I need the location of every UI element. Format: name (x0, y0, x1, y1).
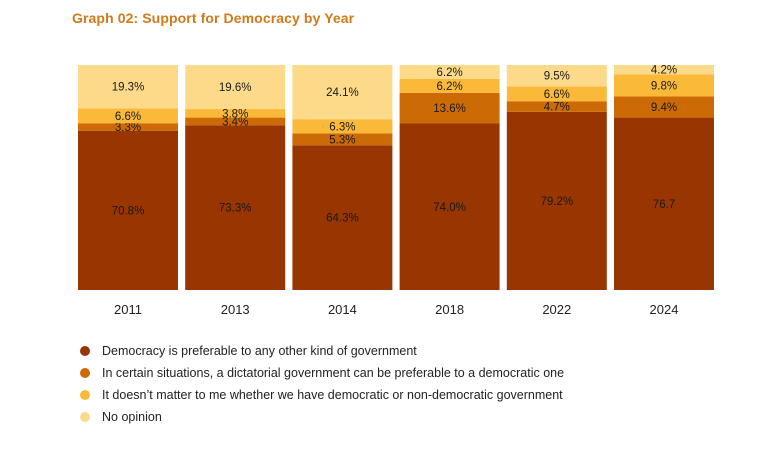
x-tick-label-2018: 2018 (435, 302, 464, 317)
bar-segment-2018-s0 (399, 123, 500, 290)
legend-label: It doesn’t matter to me whether we have … (102, 388, 563, 402)
bar-segment-2022-s0 (506, 111, 607, 290)
bar-segment-2022-s1 (506, 101, 607, 112)
x-tick-label-2014: 2014 (328, 302, 357, 317)
bar-segment-2022-s2 (506, 86, 607, 102)
legend-swatch (80, 368, 90, 378)
bar-segment-2018-s2 (399, 78, 500, 93)
data-label-2018-s1: 13.6% (433, 103, 466, 115)
data-label-2011-s1: 3.3% (115, 122, 141, 134)
x-tick-label-2022: 2022 (542, 302, 571, 317)
legend-item-democracy-preferable: Democracy is preferable to any other kin… (80, 340, 564, 362)
legend-label: In certain situations, a dictatorial gov… (102, 366, 565, 380)
data-label-2013-s3: 19.6% (219, 82, 252, 94)
legend-label: No opinion (102, 410, 162, 424)
data-label-2022-s1: 4.7% (544, 102, 570, 114)
bar-segment-2022-s3 (506, 65, 607, 87)
bar-segment-2014-s2 (292, 119, 393, 134)
data-label-2024-s1: 9.4% (651, 102, 677, 114)
bar-segment-2011-s3 (78, 65, 178, 109)
legend-item-dictatorial-preferable: In certain situations, a dictatorial gov… (80, 362, 564, 384)
bar-segment-2024-s3 (614, 65, 714, 75)
data-label-2014-s1: 5.3% (329, 134, 355, 146)
data-label-2024-s2: 9.8% (651, 80, 677, 92)
data-label-2014-s3: 24.1% (326, 87, 359, 99)
bar-segment-2013-s0 (185, 125, 286, 290)
data-label-2013-s2: 3.8% (222, 108, 248, 120)
bar-segment-2013-s3 (185, 65, 286, 110)
chart-title: Graph 02: Support for Democracy by Year (72, 10, 355, 26)
bar-segment-2011-s2 (78, 108, 178, 124)
legend: Democracy is preferable to any other kin… (80, 340, 564, 428)
legend-swatch (80, 390, 90, 400)
legend-label: Democracy is preferable to any other kin… (102, 344, 417, 358)
data-label-2022-s3: 9.5% (544, 71, 570, 83)
bar-segment-2024-s2 (614, 74, 714, 97)
bar-segment-2011-s1 (78, 123, 178, 131)
data-label-2013-s1: 3.4% (222, 116, 248, 128)
x-tick-label-2024: 2024 (650, 302, 679, 317)
data-label-2013-s0: 73.3% (219, 203, 252, 215)
data-label-2011-s0: 70.8% (112, 205, 145, 217)
bar-segment-2018-s1 (399, 92, 500, 124)
data-label-2011-s3: 19.3% (112, 82, 145, 94)
bar-segment-2014-s1 (292, 133, 393, 146)
legend-swatch (80, 346, 90, 356)
legend-swatch (80, 412, 90, 422)
x-tick-label-2013: 2013 (221, 302, 250, 317)
data-label-2022-s0: 79.2% (540, 196, 573, 208)
bar-segment-2018-s3 (399, 65, 500, 79)
data-label-2024-s0: 76.7 (653, 199, 675, 211)
data-label-2014-s0: 64.3% (326, 213, 359, 225)
data-label-2018-s2: 6.2% (436, 81, 462, 93)
data-label-2018-s0: 74.0% (433, 202, 466, 214)
bar-segment-2024-s0 (614, 117, 714, 290)
data-label-2018-s3: 6.2% (436, 67, 462, 79)
bar-segment-2013-s2 (185, 109, 286, 118)
data-label-2024-s3: 4.2% (651, 65, 677, 77)
bar-segment-2024-s1 (614, 96, 714, 118)
bar-segment-2014-s0 (292, 145, 393, 290)
data-label-2011-s2: 6.6% (115, 111, 141, 123)
legend-item-doesnt-matter: It doesn’t matter to me whether we have … (80, 384, 564, 406)
x-tick-label-2011: 2011 (114, 302, 142, 317)
bar-segment-2014-s3 (292, 65, 393, 120)
legend-item-no-opinion: No opinion (80, 406, 564, 428)
data-label-2014-s2: 6.3% (329, 121, 355, 133)
data-label-2022-s2: 6.6% (544, 89, 570, 101)
bar-segment-2013-s1 (185, 117, 286, 126)
bar-segment-2011-s0 (78, 130, 178, 290)
